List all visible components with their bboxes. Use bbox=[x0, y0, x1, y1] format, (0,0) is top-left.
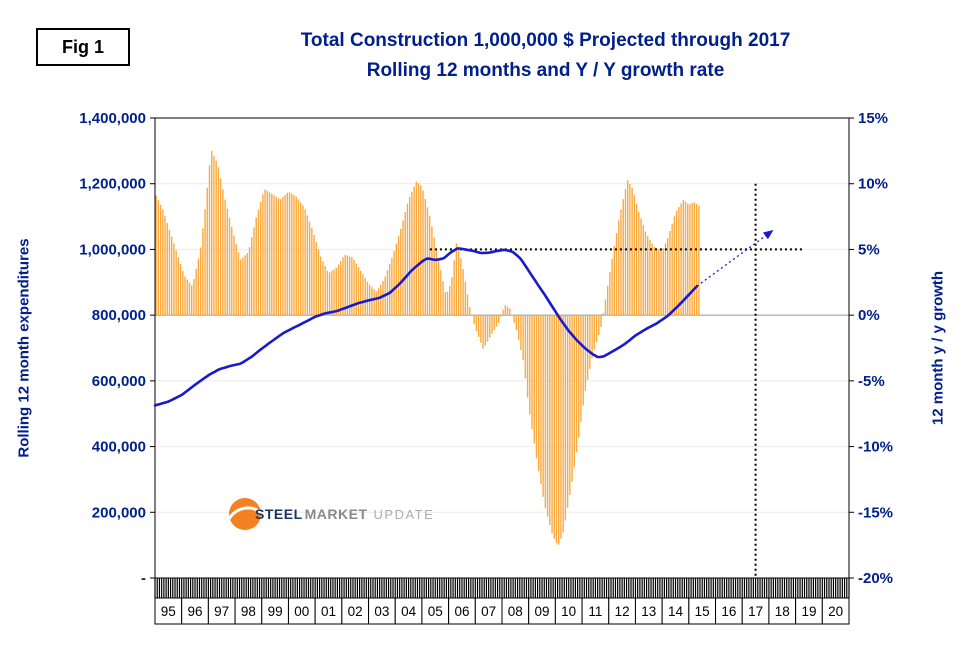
figure-label: Fig 1 bbox=[61, 36, 104, 57]
chart-title: Total Construction 1,000,000 $ Projected… bbox=[130, 26, 961, 86]
logo-steel-text: STEEL bbox=[255, 506, 303, 522]
year-label: 02 bbox=[348, 604, 363, 619]
right-axis-tick-label: -10% bbox=[858, 439, 893, 456]
expenditure-line-series bbox=[153, 247, 699, 407]
year-label: 18 bbox=[775, 604, 790, 619]
right-axis-tick-label: 10% bbox=[858, 176, 888, 193]
year-label: 96 bbox=[187, 604, 202, 619]
left-axis-tick-label: 800,000 bbox=[92, 307, 146, 324]
projection-line bbox=[696, 231, 771, 287]
right-axis-tick-label: -15% bbox=[858, 504, 893, 521]
steel-market-update-logo: STEEL MARKET UPDATE bbox=[228, 496, 434, 532]
left-axis-tick-label: - bbox=[141, 570, 146, 587]
logo-update-text: UPDATE bbox=[373, 506, 435, 522]
chart-title-line2: Rolling 12 months and Y / Y growth rate bbox=[366, 60, 725, 81]
logo-market-text: MARKET bbox=[304, 506, 368, 522]
year-label: 11 bbox=[588, 604, 602, 619]
year-label: 17 bbox=[748, 604, 763, 619]
right-axis-tick-label: -5% bbox=[858, 373, 885, 390]
year-label: 03 bbox=[374, 604, 389, 619]
year-label: 09 bbox=[534, 604, 549, 619]
year-axis-labels: 95 96 97 98 99 00 01 02 03 04 05 06 07 08 09 10 11 12 13 14… bbox=[154, 597, 850, 625]
year-label: 14 bbox=[668, 604, 684, 619]
left-axis-tick-label: 1,000,000 bbox=[79, 241, 146, 258]
projection-arrow-icon bbox=[762, 229, 774, 240]
year-label: 20 bbox=[828, 604, 843, 619]
year-label: 08 bbox=[508, 604, 523, 619]
left-axis-tick-label: 600,000 bbox=[92, 373, 146, 390]
year-label: 00 bbox=[294, 604, 309, 619]
figure-label-box: Fig 1 bbox=[36, 28, 130, 66]
year-label: 97 bbox=[214, 604, 229, 619]
right-axis-tick-label: 0% bbox=[858, 307, 880, 324]
monthly-tick-band bbox=[154, 578, 850, 598]
right-axis-tick-label: 5% bbox=[858, 241, 880, 258]
left-axis-tick-label: 1,200,000 bbox=[79, 176, 146, 193]
year-label: 99 bbox=[268, 604, 283, 619]
year-label: 13 bbox=[641, 604, 656, 619]
logo-globe-icon bbox=[228, 498, 262, 530]
chart-title-line1: Total Construction 1,000,000 $ Projected… bbox=[300, 30, 791, 51]
year-label: 15 bbox=[695, 604, 710, 619]
year-label: 07 bbox=[481, 604, 496, 619]
left-axis-tick-label: 200,000 bbox=[92, 504, 146, 521]
left-axis-title: Rolling 12 month expenditures bbox=[15, 238, 33, 458]
left-axis-tick-label: 400,000 bbox=[92, 439, 146, 456]
year-label: 16 bbox=[721, 604, 736, 619]
year-label: 01 bbox=[321, 604, 336, 619]
right-axis-tick-label: 15% bbox=[858, 110, 888, 127]
left-axis-tick-label: 1,400,000 bbox=[79, 110, 146, 127]
right-axis-title: 12 month y / y growth bbox=[929, 270, 947, 426]
year-label: 19 bbox=[801, 604, 816, 619]
year-label: 10 bbox=[561, 604, 576, 619]
growth-bars-series bbox=[155, 150, 700, 545]
year-label: 05 bbox=[428, 604, 443, 619]
year-label: 98 bbox=[241, 604, 256, 619]
year-label: 95 bbox=[161, 604, 176, 619]
year-label: 04 bbox=[401, 604, 417, 619]
right-axis-tick-label: -20% bbox=[858, 570, 893, 587]
year-label: 06 bbox=[454, 604, 469, 619]
year-label: 12 bbox=[615, 604, 630, 619]
